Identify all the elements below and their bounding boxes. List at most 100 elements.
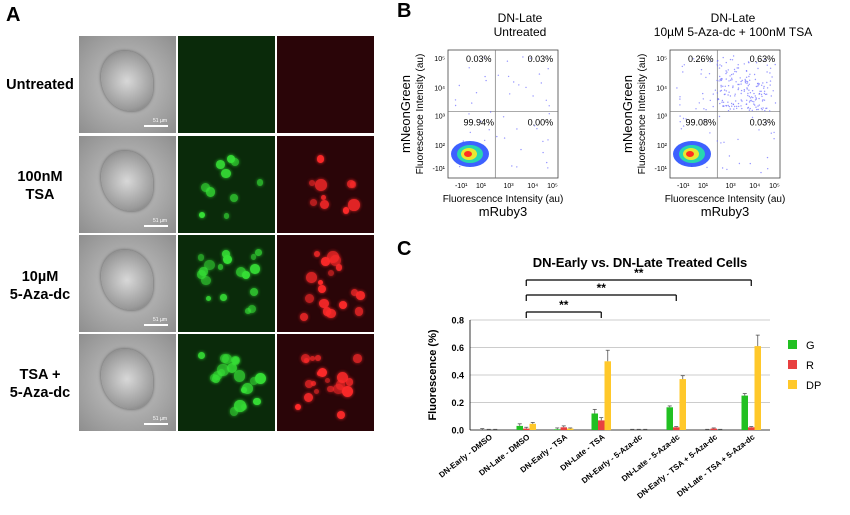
fluorescent-spot [221,168,231,178]
event-dot [518,84,520,86]
event-dot [743,90,745,92]
event-dot [716,140,718,142]
fluorescent-spot [250,287,259,296]
scale-bar [144,324,168,326]
event-dot [772,90,774,92]
event-dot [720,86,722,88]
event-dot [747,92,749,95]
event-dot [754,99,757,101]
event-dot [516,166,518,168]
event-dot [529,57,532,59]
event-dot [757,85,759,87]
y-tick-label: 10⁵ [656,56,667,63]
x-axis-label-line2: mRuby3 [701,204,749,219]
event-dot [749,162,751,165]
panel-a-label-combo: TSA + 5-Aza-dc [0,366,80,402]
event-dot [757,105,759,107]
event-dot [738,105,740,108]
fluorescent-spot [227,155,236,164]
red-channel-image [277,235,374,332]
event-dot [716,65,719,67]
event-dot [748,109,751,111]
event-dot [719,102,721,105]
event-dot [725,72,727,75]
fluorescent-spot [321,256,330,266]
y-tick-label: 0.4 [451,371,464,381]
event-dot [761,84,763,86]
event-dot [769,80,772,82]
event-dot [733,68,736,71]
flow-cytometry-plots: 0.03% 0.03% 99.94% 0.00% -10¹ 10¹ 10³ 10⁴ 10⁵ 10⁵… [400,49,785,219]
quadrant-ul-percent: 0.26% [688,54,714,64]
row-label-line2: TSA [25,187,55,203]
event-dot [770,95,772,97]
event-dot [730,102,733,105]
event-dot [763,87,765,89]
event-dot [496,135,498,138]
event-dot [758,83,760,85]
fluorescent-spot [335,380,346,390]
event-dot [757,108,759,111]
event-dot [749,100,751,102]
event-dot [758,97,760,100]
fluorescent-spot [199,267,208,276]
event-dot [469,131,471,134]
event-dot [740,83,742,85]
fluorescent-spot [253,397,261,406]
y-tick-label: 10⁴ [656,85,667,92]
event-dot [702,92,704,95]
event-dot [743,63,745,65]
quadrant-ll-percent: 99.94% [464,117,495,127]
event-dot [717,59,719,62]
fluorescent-spot [247,304,257,314]
y-tick-label: 0.8 [451,316,464,326]
fluorescent-spot [230,194,239,203]
event-dot [727,104,729,107]
event-dot [720,84,722,87]
event-dot [459,165,461,168]
event-dot [488,129,490,131]
fluorescent-spot [338,300,348,310]
event-dot [712,93,714,95]
x-tick-label: -10¹ [677,183,690,190]
event-dot [513,81,515,83]
event-dot [747,85,749,87]
population-core [686,151,694,157]
fluorescent-spot [205,186,216,197]
event-dot [511,165,513,167]
quadrant-lr-percent: 0.03% [750,117,776,127]
fluorescent-spot [231,356,241,366]
event-dot [729,79,732,81]
fluorescent-spot [330,254,342,266]
event-dot [468,67,470,69]
event-dot [753,101,755,103]
event-dot [740,99,742,101]
fluorescent-spot [204,259,215,271]
x-axis-label-line1: Fluorescence Intensity (au) [443,194,564,205]
event-dot [727,110,730,112]
y-tick-label: 10² [657,143,668,150]
event-dot [740,92,742,95]
event-dot [503,137,506,139]
fluorescent-spot [327,269,335,277]
fluorescent-spot [220,294,227,301]
event-dot [769,72,771,74]
event-dot [740,105,742,107]
event-dot [506,60,509,62]
significance-marker: ** [597,281,607,295]
row-label-line1: TSA + [19,367,61,383]
event-dot [773,131,775,134]
row-label-line2: 5-Aza-dc [9,287,71,303]
fluorescent-spot [348,199,360,211]
event-dot [763,90,766,92]
fluorescent-spot [299,313,308,322]
fluorescent-spot [318,284,327,293]
event-dot [718,115,721,118]
event-dot [497,74,499,76]
event-dot [709,61,711,63]
fluorescent-spot [351,288,359,296]
fluorescent-spot [234,400,246,412]
event-dot [722,101,725,103]
event-dot [756,83,759,85]
fluorescent-spot [303,392,314,403]
